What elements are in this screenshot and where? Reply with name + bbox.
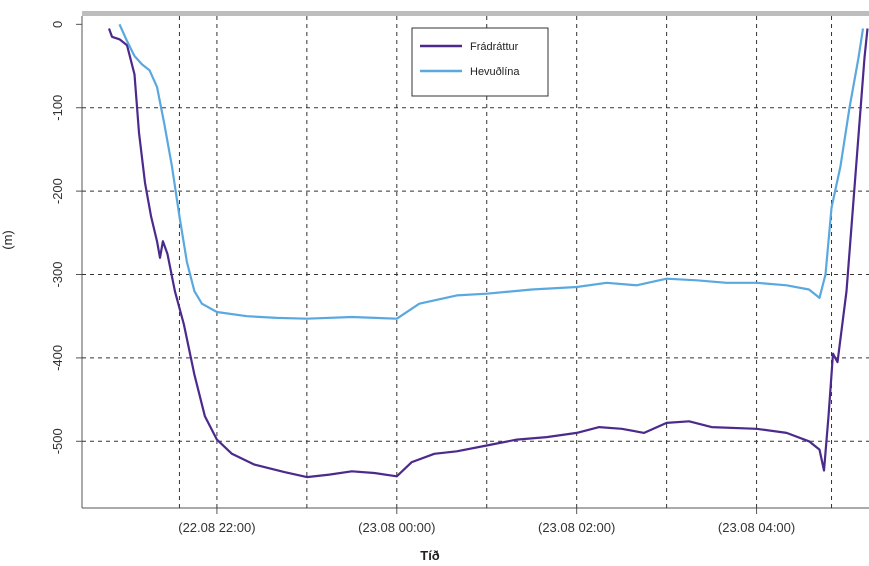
y-ticks: 0 -100 -200 -300 -400 -500	[50, 21, 82, 454]
y-axis-title: (m)	[0, 230, 15, 250]
x-tick-label: (23.08 00:00)	[358, 520, 435, 535]
legend-label-hevudlina: Hevuðlína	[470, 66, 520, 78]
y-tick-label: -500	[50, 428, 65, 454]
plot-top-border	[82, 11, 869, 16]
x-tick-label: (22.08 22:00)	[178, 520, 255, 535]
series-line-1	[118, 23, 865, 320]
series-lines	[107, 23, 869, 479]
y-tick-label: -200	[50, 178, 65, 204]
gridlines	[82, 16, 869, 508]
legend-box	[411, 27, 549, 97]
y-tick-label: -400	[50, 345, 65, 371]
x-axis-title: Tíð	[420, 548, 440, 563]
legend: Frádráttur Hevuðlína	[411, 27, 549, 97]
y-tick-label: -300	[50, 261, 65, 287]
series-line-0	[107, 28, 869, 479]
x-tick-label: (23.08 04:00)	[718, 520, 795, 535]
x-tick-label: (23.08 02:00)	[538, 520, 615, 535]
y-tick-label: -100	[50, 95, 65, 121]
y-tick-label: 0	[50, 21, 65, 28]
legend-label-fradrattur: Frádráttur	[470, 41, 519, 53]
x-ticks: (22.08 22:00) (23.08 00:00) (23.08 02:00) (…	[178, 508, 795, 535]
